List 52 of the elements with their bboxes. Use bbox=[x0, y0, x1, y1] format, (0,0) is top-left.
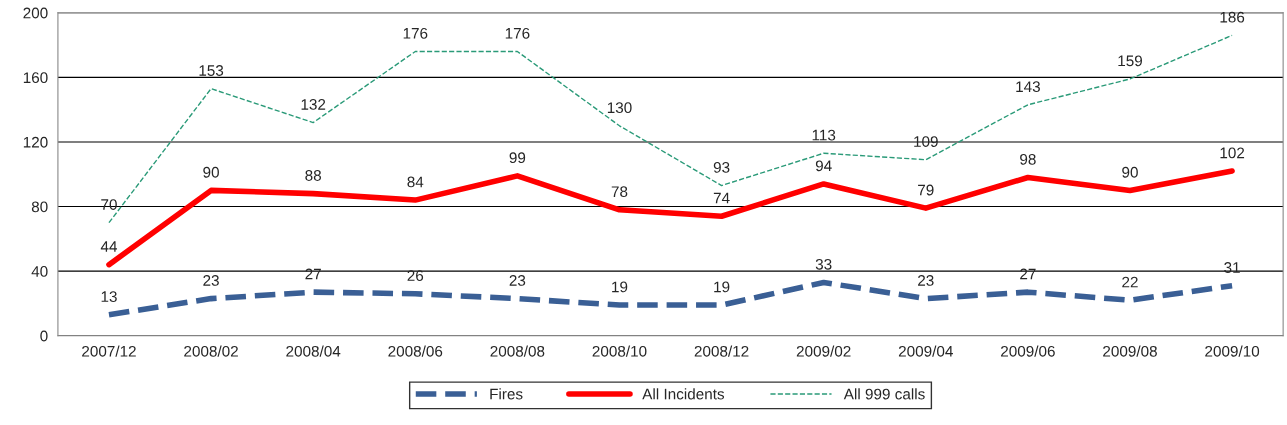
data-label: 98 bbox=[1020, 153, 1036, 165]
y-tick-label: 40 bbox=[31, 266, 48, 277]
x-tick-label: 2008/08 bbox=[490, 345, 545, 357]
x-tick-label: 2009/02 bbox=[796, 345, 851, 357]
data-label: 143 bbox=[1016, 81, 1040, 93]
data-label: 44 bbox=[100, 241, 118, 252]
x-tick-label: 2008/12 bbox=[694, 345, 749, 357]
x-tick-label: 2009/08 bbox=[1103, 345, 1157, 357]
data-label: 130 bbox=[607, 102, 632, 114]
y-tick-label: 120 bbox=[23, 136, 48, 148]
data-label: 93 bbox=[713, 161, 730, 173]
data-label: 23 bbox=[509, 275, 526, 286]
data-label: 78 bbox=[611, 186, 628, 198]
data-label: 94 bbox=[815, 160, 832, 172]
data-label: 159 bbox=[1118, 55, 1143, 67]
data-label: 176 bbox=[505, 27, 530, 39]
legend-label: All 999 calls bbox=[843, 388, 925, 400]
y-tick-label: 80 bbox=[31, 201, 48, 213]
data-label: 79 bbox=[918, 184, 934, 196]
data-label: 13 bbox=[101, 291, 117, 303]
x-tick-label: 2007/12 bbox=[82, 345, 136, 357]
data-label: 33 bbox=[815, 258, 832, 270]
data-label: 176 bbox=[403, 27, 428, 39]
x-tick-label: 2008/10 bbox=[592, 345, 647, 357]
data-label: 26 bbox=[407, 270, 424, 282]
data-label: 23 bbox=[918, 275, 934, 286]
legend-label: Fires bbox=[490, 388, 523, 400]
x-tick-label: 2009/04 bbox=[898, 345, 953, 357]
data-label: 102 bbox=[1220, 147, 1245, 159]
data-label: 113 bbox=[812, 129, 836, 141]
y-tick-label: 0 bbox=[40, 330, 48, 342]
data-label: 22 bbox=[1122, 276, 1138, 288]
x-tick-label: 2009/10 bbox=[1205, 345, 1260, 357]
data-label: 90 bbox=[1122, 166, 1138, 178]
legend-label: All Incidents bbox=[642, 388, 725, 400]
data-label: 74 bbox=[713, 192, 730, 204]
y-tick-label: 200 bbox=[23, 7, 48, 19]
data-label: 153 bbox=[199, 65, 224, 76]
data-label: 88 bbox=[305, 170, 321, 181]
data-label: 186 bbox=[1220, 11, 1245, 23]
x-tick-label: 2008/02 bbox=[184, 345, 238, 357]
x-tick-label: 2008/04 bbox=[286, 345, 341, 357]
x-tick-label: 2008/06 bbox=[388, 345, 443, 357]
data-label: 99 bbox=[509, 152, 526, 164]
data-label: 23 bbox=[203, 275, 219, 286]
data-label: 90 bbox=[203, 166, 219, 178]
x-tick-label: 2009/06 bbox=[1001, 345, 1055, 357]
data-label: 19 bbox=[714, 281, 730, 293]
data-label: 132 bbox=[301, 99, 326, 110]
data-label: 84 bbox=[407, 176, 424, 188]
data-label: 19 bbox=[612, 281, 628, 293]
y-tick-label: 160 bbox=[23, 72, 48, 84]
